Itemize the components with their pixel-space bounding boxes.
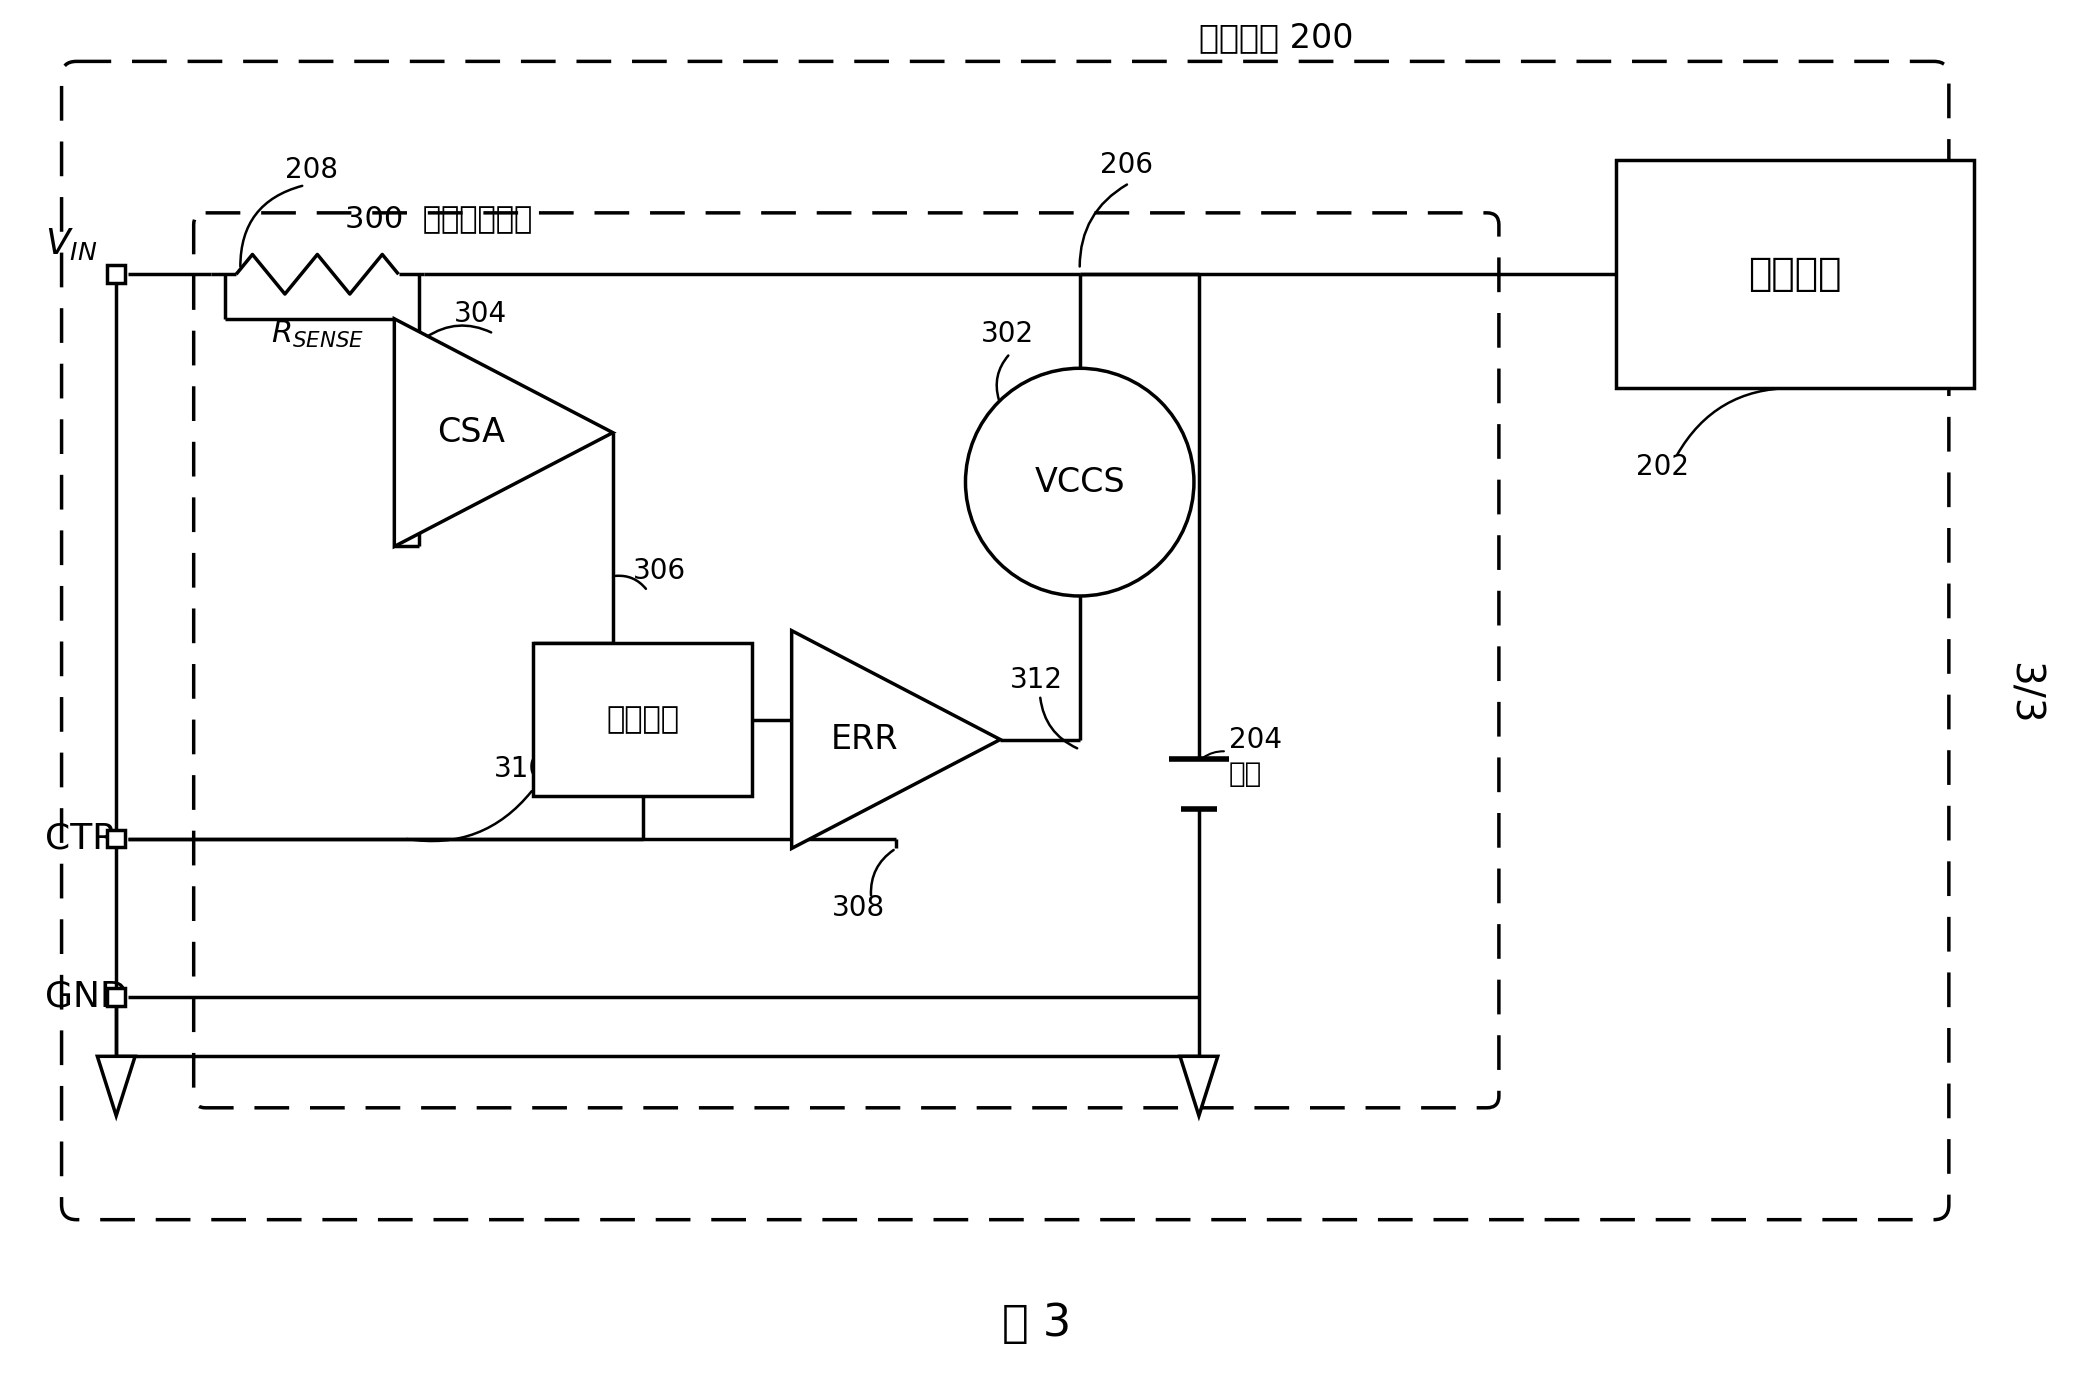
Text: 300  适配器控制器: 300 适配器控制器 (344, 204, 531, 233)
Text: CSA: CSA (438, 416, 504, 449)
Bar (108, 988, 124, 1006)
Text: 302: 302 (981, 320, 1033, 348)
Circle shape (966, 369, 1195, 596)
Text: VCCS: VCCS (1035, 466, 1124, 499)
Text: 206: 206 (1099, 151, 1153, 179)
Text: 图 3: 图 3 (1002, 1301, 1072, 1346)
Polygon shape (1180, 1056, 1217, 1116)
Text: 电池: 电池 (1228, 760, 1261, 789)
Polygon shape (97, 1056, 135, 1116)
Text: 3/3: 3/3 (2003, 661, 2043, 725)
Text: 308: 308 (832, 894, 884, 922)
Text: ERR: ERR (832, 723, 898, 755)
Text: CTR: CTR (46, 822, 116, 855)
Text: 312: 312 (1010, 667, 1064, 694)
Polygon shape (394, 319, 612, 546)
Polygon shape (792, 631, 1000, 848)
Text: 208: 208 (284, 157, 338, 184)
Text: $V_{IN}$: $V_{IN}$ (46, 226, 97, 262)
Text: 204: 204 (1228, 725, 1282, 754)
Bar (1616, 161, 1974, 388)
Bar (108, 830, 124, 847)
Text: $R_{SENSE}$: $R_{SENSE}$ (272, 319, 363, 349)
Text: 功率检测: 功率检测 (606, 705, 678, 735)
Text: 202: 202 (1636, 453, 1688, 481)
Bar (108, 265, 124, 283)
Text: 310: 310 (494, 755, 548, 783)
Text: 电子设备 200: 电子设备 200 (1199, 21, 1354, 54)
Text: 304: 304 (454, 299, 506, 328)
Text: 有源系统: 有源系统 (1748, 255, 1842, 294)
Bar (533, 643, 753, 797)
Text: GND: GND (46, 980, 127, 1015)
Text: 306: 306 (633, 557, 686, 585)
